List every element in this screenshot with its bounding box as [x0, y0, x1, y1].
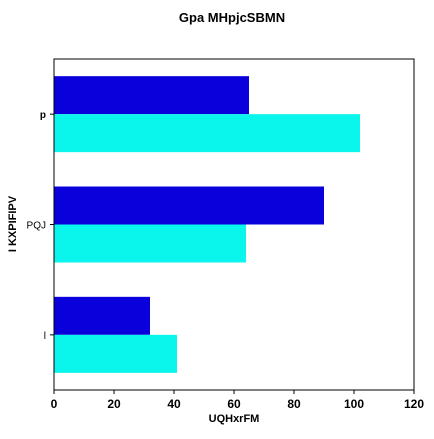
bar-p-series-2	[54, 114, 360, 153]
bar-l-series-2	[54, 334, 177, 373]
bars-layer	[54, 76, 360, 373]
x-tick-label: 60	[227, 397, 241, 411]
y-tick-label: PQJ	[27, 221, 46, 232]
x-tick-label: 0	[51, 397, 58, 411]
x-axis-label: UQHxrFM	[209, 413, 260, 425]
y-axis-label: I KXPIFIPV	[7, 195, 19, 252]
bar-l-series-1	[54, 296, 150, 335]
x-tick-label: 20	[107, 397, 121, 411]
bar-p-series-1	[54, 76, 249, 115]
chart-title: Gpa MHpjcSBMN	[179, 10, 285, 25]
x-tick-label: 120	[404, 397, 424, 411]
x-tick-label: 80	[287, 397, 301, 411]
ticks-layer: l PQJ p 0 20 40 60 80 100 120	[27, 110, 425, 411]
y-tick-label: l	[44, 331, 46, 342]
y-tick-label: p	[40, 110, 46, 121]
bar-pqj-series-2	[54, 224, 246, 263]
x-tick-label: 40	[167, 397, 181, 411]
x-tick-label: 100	[344, 397, 364, 411]
bar-pqj-series-1	[54, 186, 324, 225]
